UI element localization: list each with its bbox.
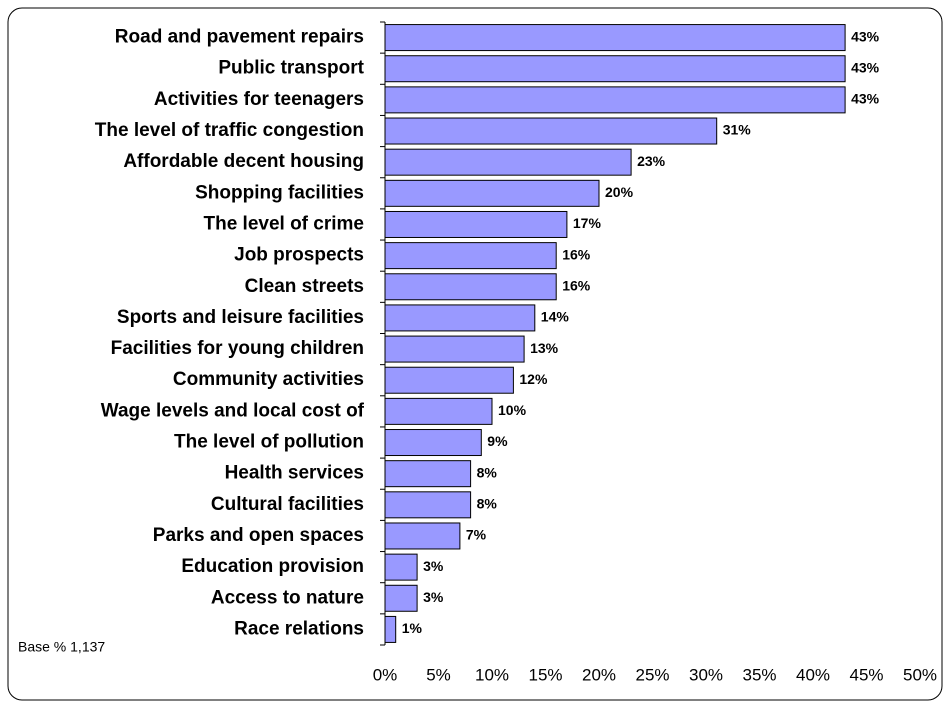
value-label: 3% <box>423 589 444 605</box>
y-tick-label: Cultural facilities <box>211 494 364 515</box>
bar <box>384 210 568 238</box>
base-note: Base % 1,137 <box>18 639 105 655</box>
bar <box>384 615 397 643</box>
bar <box>384 179 600 207</box>
x-tick-label: 35% <box>742 665 776 684</box>
value-label: 16% <box>562 246 591 262</box>
y-tick-label: The level of pollution <box>174 432 364 453</box>
value-label: 7% <box>466 527 487 543</box>
x-tick-label: 25% <box>635 665 669 684</box>
bar <box>384 304 536 332</box>
bar <box>384 491 472 519</box>
y-tick-label: Facilities for young children <box>111 338 364 359</box>
bar <box>384 553 418 581</box>
bar <box>384 429 482 457</box>
bar <box>384 117 718 145</box>
y-tick-label: Education provision <box>181 556 364 577</box>
value-label: 23% <box>637 153 666 169</box>
x-tick-label: 40% <box>796 665 830 684</box>
x-tick-label: 30% <box>689 665 723 684</box>
x-tick-label: 50% <box>903 665 937 684</box>
y-tick-label: Race relations <box>234 618 364 639</box>
bar <box>384 273 557 301</box>
value-label: 20% <box>605 184 634 200</box>
bar <box>384 148 632 176</box>
bar <box>384 335 525 363</box>
y-tick-label: The level of crime <box>203 213 364 234</box>
value-label: 14% <box>541 309 570 325</box>
y-tick-label: Clean streets <box>245 276 364 297</box>
y-tick-label: Parks and open spaces <box>153 525 364 546</box>
y-tick-label: Activities for teenagers <box>154 89 364 110</box>
y-tick-label: Road and pavement repairs <box>115 27 364 48</box>
bar <box>384 522 461 550</box>
value-label: 16% <box>562 277 591 293</box>
value-label: 12% <box>519 371 548 387</box>
bar <box>384 242 557 270</box>
value-label: 8% <box>477 496 498 512</box>
bar <box>384 460 472 488</box>
y-tick-label: Community activities <box>173 369 364 390</box>
y-tick-label: Access to nature <box>211 587 364 608</box>
value-label: 43% <box>851 91 880 107</box>
y-tick-label: The level of traffic congestion <box>95 120 364 141</box>
value-label: 43% <box>851 59 880 75</box>
value-label: 13% <box>530 340 559 356</box>
bar <box>384 24 846 52</box>
x-tick-label: 15% <box>528 665 562 684</box>
value-label: 10% <box>498 402 527 418</box>
bar <box>384 366 514 394</box>
value-label: 43% <box>851 28 880 44</box>
bar <box>384 397 493 425</box>
value-label: 8% <box>477 464 498 480</box>
value-label: 3% <box>423 558 444 574</box>
y-tick-label: Health services <box>225 463 364 484</box>
y-tick-label: Sports and leisure facilities <box>117 307 364 328</box>
x-tick-label: 45% <box>849 665 883 684</box>
y-tick-label: Shopping facilities <box>195 182 364 203</box>
y-tick-label: Public transport <box>218 58 364 79</box>
y-tick-label: Wage levels and local cost of <box>101 400 365 421</box>
x-tick-label: 0% <box>373 665 398 684</box>
bar <box>384 584 418 612</box>
x-tick-label: 10% <box>475 665 509 684</box>
x-tick-label: 20% <box>582 665 616 684</box>
value-label: 9% <box>487 433 508 449</box>
bar <box>384 86 846 114</box>
y-tick-label: Job prospects <box>234 245 364 266</box>
y-tick-label: Affordable decent housing <box>123 151 364 172</box>
x-tick-label: 5% <box>426 665 451 684</box>
value-label: 1% <box>402 620 423 636</box>
bar <box>384 55 846 83</box>
value-label: 17% <box>573 215 602 231</box>
value-label: 31% <box>723 122 752 138</box>
